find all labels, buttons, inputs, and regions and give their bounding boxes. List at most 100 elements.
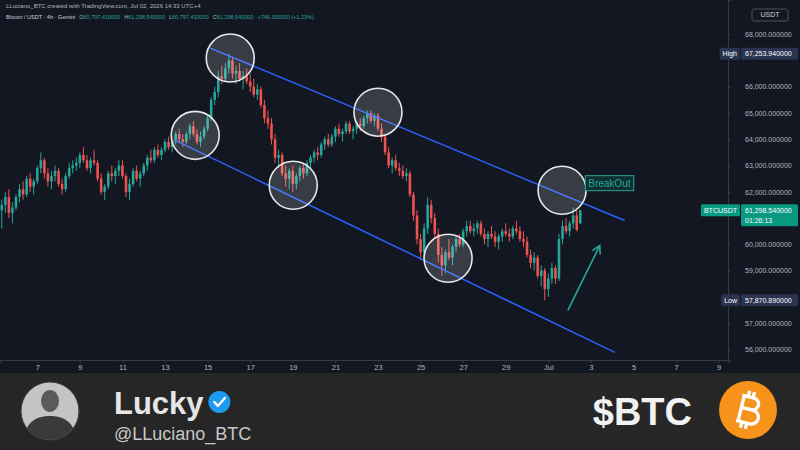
x-tick: 21 <box>332 360 340 372</box>
y-tick-mark <box>728 166 731 167</box>
y-tick-mark <box>728 113 731 114</box>
candle <box>86 155 89 171</box>
x-tick-label: 5 <box>632 363 636 372</box>
candle-body <box>4 197 7 205</box>
candle-body <box>334 129 337 137</box>
candle <box>345 121 348 134</box>
candle-body <box>89 160 92 168</box>
candle-wick <box>558 234 559 281</box>
candle-body <box>57 171 60 184</box>
title: Bitcoin / USDT · 4h · Gemini <box>6 14 75 20</box>
x-tick-label: 19 <box>289 363 297 372</box>
highlight-circle <box>538 166 586 214</box>
candle-body <box>135 171 138 179</box>
price-labels: 67,253.940000High57,870.890000Low61,298.… <box>701 48 798 307</box>
candle-body <box>47 173 50 181</box>
price-label-countdown: 01:26:13 <box>745 217 772 224</box>
y-tick: 60,000.000000 <box>728 241 792 248</box>
candle-wick <box>5 192 6 213</box>
candle <box>89 158 92 174</box>
candle-body <box>497 236 500 241</box>
candle-body <box>139 173 142 178</box>
candle-body <box>504 231 507 234</box>
candle-body <box>32 181 35 186</box>
candle-wick <box>250 74 251 92</box>
candle-body <box>260 89 263 105</box>
candle-wick <box>555 265 556 283</box>
candle-wick <box>267 110 268 128</box>
candle-body <box>480 223 483 234</box>
candle-body <box>512 229 515 237</box>
candle-body <box>487 234 490 239</box>
avatar <box>21 382 79 442</box>
candle <box>249 74 252 92</box>
candle-body <box>150 158 153 161</box>
candle-wick <box>86 155 87 171</box>
candle-body <box>118 166 121 171</box>
candle-body <box>515 229 518 232</box>
candle <box>132 168 135 186</box>
candle <box>256 84 259 100</box>
candle <box>480 221 483 237</box>
x-tick: 19 <box>289 360 297 372</box>
candle-body <box>494 236 497 241</box>
candle <box>419 234 422 260</box>
price-label-name: High <box>723 50 738 58</box>
candle-body <box>348 124 351 132</box>
y-tick-mark <box>728 323 731 324</box>
x-axis-line <box>1 361 729 364</box>
candle-body <box>50 176 53 181</box>
candle-body <box>419 239 422 252</box>
footer-name: Lucky <box>114 386 204 421</box>
x-tick-label: 7 <box>36 363 40 372</box>
candle-wick <box>491 226 492 239</box>
price-label-value: 57,870.890000 <box>745 297 792 304</box>
bitcoin-logo <box>719 381 777 439</box>
candle-wick <box>544 268 545 300</box>
candle-body <box>309 158 312 163</box>
candle-body <box>331 137 334 145</box>
candle-wick <box>487 231 488 247</box>
candle <box>142 163 145 176</box>
x-tick-label: 7 <box>675 363 679 372</box>
candle <box>82 147 85 163</box>
x-tick-label: 11 <box>119 363 127 372</box>
candle <box>36 166 39 184</box>
price-label-value: 61,298.540000 <box>745 207 792 214</box>
candle-body <box>68 168 71 176</box>
candle-wick <box>168 137 169 150</box>
candle <box>487 231 490 247</box>
candle <box>263 100 266 124</box>
x-tick: 9 <box>717 360 721 372</box>
candle-wick <box>548 273 549 297</box>
candle <box>320 142 323 158</box>
candle <box>61 179 64 195</box>
candle-body <box>483 234 486 239</box>
y-tick-mark <box>728 139 731 140</box>
y-tick-mark <box>728 192 731 193</box>
candle-body <box>412 194 415 215</box>
candle-body <box>22 189 25 194</box>
candle <box>341 129 344 142</box>
candle <box>260 87 263 108</box>
candle-wick <box>26 176 27 197</box>
annotation: BreakOut <box>585 176 633 191</box>
x-axis: 7911131517192123252729Jul3579 <box>1 360 729 372</box>
candle-wick <box>399 163 400 176</box>
candle-body <box>426 205 429 229</box>
candle-body <box>405 173 408 176</box>
candle-wick <box>335 126 336 142</box>
channel-line <box>175 140 615 352</box>
ohlc-value: 60,797.410000 <box>172 14 209 20</box>
candle <box>267 110 270 128</box>
price-label-name-box <box>701 204 740 216</box>
candle-body <box>409 173 412 194</box>
candle-body <box>558 239 561 278</box>
candle <box>75 158 78 171</box>
candle-body <box>508 234 511 237</box>
verified-badge <box>208 391 230 413</box>
x-tick-label: 15 <box>204 363 212 372</box>
candle <box>384 134 387 155</box>
candle-wick <box>512 226 513 239</box>
candle-wick <box>76 158 77 171</box>
